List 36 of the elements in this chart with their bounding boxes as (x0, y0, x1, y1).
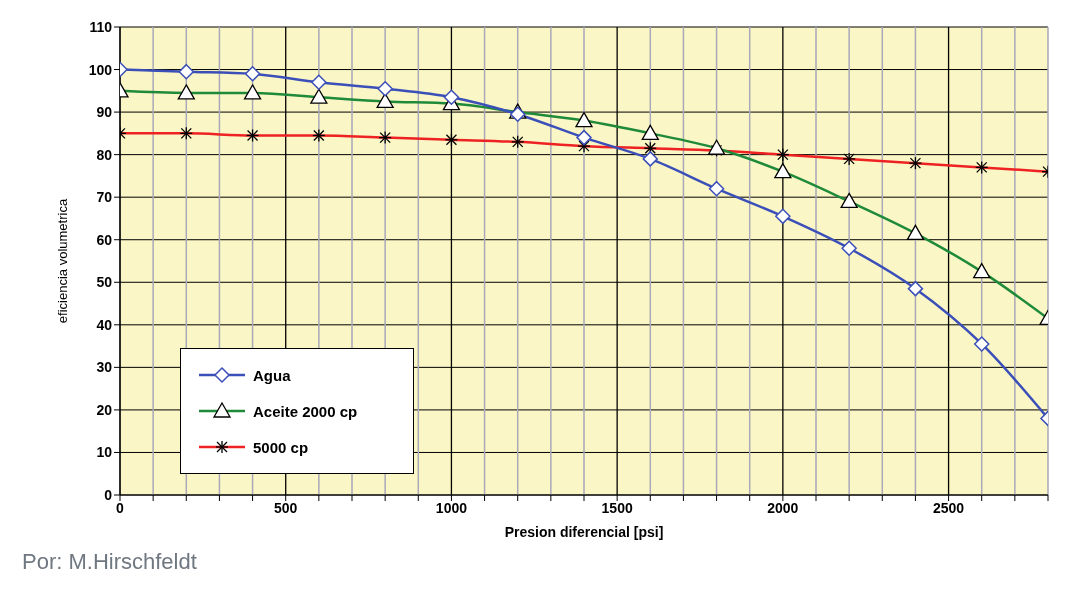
point (642, 151, 659, 167)
y-tick-label: 100 (88, 61, 113, 78)
y-tick-label: 90 (96, 104, 113, 121)
x-tick-label: 2000 (767, 499, 799, 516)
y-tick-label: 80 (96, 146, 113, 163)
x-axis-title: Presion diferencial [psi] (504, 524, 664, 540)
y-tick-label: 10 (96, 444, 113, 461)
y-tick-label: 0 (104, 486, 113, 503)
point (841, 240, 857, 256)
x-tick-label: 0 (116, 499, 125, 516)
legend-label: 5000 cp (253, 438, 309, 456)
point (244, 66, 261, 82)
y-tick-label: 50 (96, 274, 113, 291)
y-tick-label: 30 (96, 359, 113, 376)
y-tick-label: 60 (96, 231, 113, 248)
x-tick-label: 500 (274, 499, 298, 516)
legend-label: Agua (253, 366, 291, 384)
y-tick-label: 40 (96, 316, 113, 333)
x-tick-label: 2500 (932, 499, 965, 516)
y-tick-label: 20 (96, 401, 113, 418)
point (576, 129, 592, 146)
y-tick-label: 110 (89, 18, 113, 35)
point (443, 89, 460, 105)
x-tick-label: 1500 (601, 499, 633, 516)
point (377, 80, 393, 97)
point (178, 63, 195, 80)
point (311, 74, 327, 91)
point (907, 280, 924, 297)
point (775, 208, 791, 225)
point (973, 336, 990, 352)
point (708, 180, 725, 197)
x-tick-label: 1000 (435, 499, 468, 516)
legend-label: Aceite 2000 cp (253, 402, 358, 420)
text: Por: M.Hirschfeldt (22, 549, 197, 575)
y-tick-label: 70 (96, 189, 113, 206)
y-axis-title: eficiencia volumetrica (54, 198, 70, 324)
